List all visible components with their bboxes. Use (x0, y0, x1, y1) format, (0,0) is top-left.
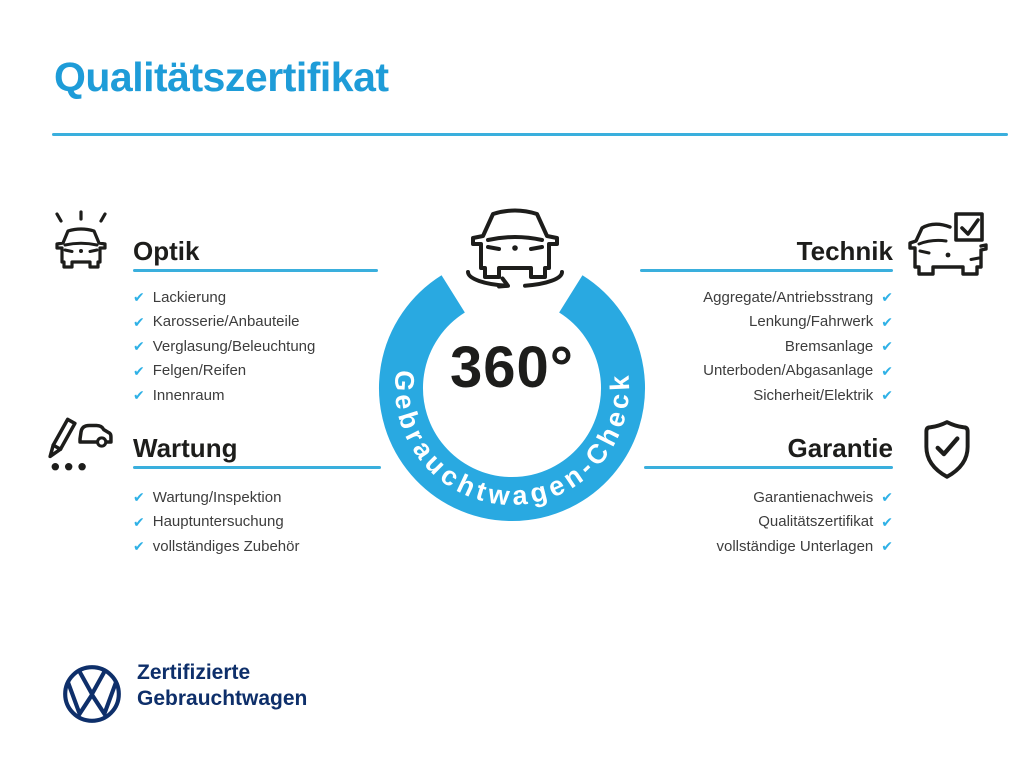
section-title-optik: Optik (133, 236, 200, 266)
checklist-item-label: Hauptuntersuchung (152, 513, 284, 531)
optik-divider (133, 269, 378, 272)
check-icon: ✔ (133, 387, 145, 404)
brand-lockup: Zertifizierte Gebrauchtwagen (137, 660, 307, 711)
checklist-item-label: Garantienachweis (753, 488, 874, 506)
checklist-item: ✔ Sicherheit/Elektrik (753, 383, 893, 408)
check-icon: ✔ (881, 289, 893, 306)
section-title-wartung: Wartung (133, 433, 238, 463)
degree-label: 360° (450, 335, 574, 400)
checklist-item: ✔ vollständiges Zubehör (133, 534, 300, 559)
checklist-item-label: Wartung/Inspektion (152, 488, 282, 506)
optik-checklist: ✔ Lackierung ✔ Karosserie/Anbauteile ✔ V… (133, 285, 315, 408)
checklist-item-label: vollständiges Zubehör (152, 537, 300, 555)
check-icon: ✔ (133, 489, 145, 506)
checklist-item-label: vollständige Unterlagen (716, 537, 874, 555)
checklist-item: ✔ Qualitätszertifikat (758, 510, 893, 535)
check-icon: ✔ (133, 362, 145, 379)
check-icon: ✔ (133, 313, 145, 330)
checklist-item-label: Qualitätszertifikat (758, 513, 874, 531)
checklist-item-label: Verglasung/Beleuchtung (152, 337, 316, 355)
checklist-item: ✔ Wartung/Inspektion (133, 485, 300, 510)
checklist-item-label: Innenraum (152, 386, 225, 404)
checklist-item-label: Lackierung (152, 288, 227, 306)
checklist-item-label: Bremsanlage (784, 337, 874, 355)
checklist-item: ✔ Lenkung/Fahrwerk (749, 310, 893, 335)
checklist-item: ✔ Bremsanlage (785, 334, 893, 359)
technik-divider (640, 269, 893, 272)
check-icon: ✔ (881, 387, 893, 404)
check-icon: ✔ (133, 338, 145, 355)
wartung-checklist: ✔ Wartung/Inspektion ✔ Hauptuntersuchung… (133, 485, 300, 559)
checklist-item-label: Lenkung/Fahrwerk (749, 313, 874, 331)
brand-line-2: Gebrauchtwagen (137, 686, 308, 710)
checklist-item-label: Felgen/Reifen (152, 362, 247, 380)
wartung-divider (133, 466, 381, 469)
car-checkbox-icon (908, 212, 988, 276)
check-icon: ✔ (881, 313, 893, 330)
check-icon: ✔ (881, 362, 893, 379)
shiny-car-icon (55, 210, 107, 269)
check-icon: ✔ (133, 513, 145, 530)
checklist-item: ✔ vollständige Unterlagen (716, 534, 893, 559)
ring-360 (379, 275, 645, 522)
checklist-item: ✔ Unterboden/Abgasanlage (703, 359, 893, 384)
checklist-item: ✔ Garantienachweis (753, 485, 893, 510)
page-title: Qualitätszertifikat (54, 54, 389, 100)
badge-360: Gebrauchtwagen-Check 360° (379, 208, 645, 522)
checklist-item: ✔ Verglasung/Beleuchtung (133, 334, 315, 359)
brand-line-1: Zertifizierte (137, 661, 251, 684)
checklist-item: ✔ Lackierung (133, 285, 315, 310)
check-icon: ✔ (881, 338, 893, 355)
vw-logo (63, 665, 121, 723)
technik-checklist: ✔ Aggregate/Antriebsstrang ✔ Lenkung/Fah… (703, 285, 893, 408)
checklist-item-label: Sicherheit/Elektrik (753, 386, 874, 404)
checklist-item: ✔ Aggregate/Antriebsstrang (703, 285, 893, 310)
section-title-technik: Technik (796, 236, 893, 266)
checklist-item: ✔ Hauptuntersuchung (133, 510, 300, 535)
garantie-divider (644, 466, 893, 469)
checklist-item: ✔ Karosserie/Anbauteile (133, 310, 315, 335)
title-divider (52, 133, 1008, 136)
checklist-item-label: Aggregate/Antriebsstrang (703, 288, 874, 306)
check-icon: ✔ (133, 538, 145, 555)
check-icon: ✔ (133, 289, 145, 306)
checklist-item-label: Karosserie/Anbauteile (152, 313, 300, 331)
shield-check-icon (924, 420, 970, 479)
service-checklist-icon (48, 417, 113, 471)
car-rotation-icon (466, 208, 565, 289)
checklist-item: ✔ Innenraum (133, 383, 315, 408)
garantie-checklist: ✔ Garantienachweis ✔ Qualitätszertifikat… (716, 485, 893, 559)
checklist-item: ✔ Felgen/Reifen (133, 359, 315, 384)
check-icon: ✔ (881, 538, 893, 555)
section-title-garantie: Garantie (787, 433, 894, 463)
check-icon: ✔ (881, 489, 893, 506)
check-icon: ✔ (881, 513, 893, 530)
checklist-item-label: Unterboden/Abgasanlage (703, 362, 874, 380)
